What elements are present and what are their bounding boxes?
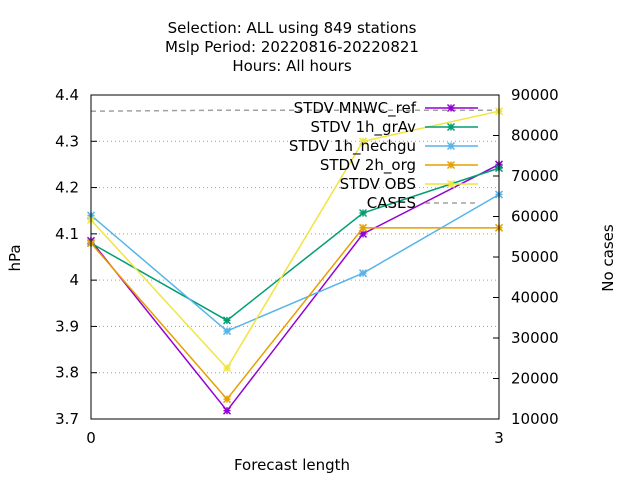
x-tick-label: 3	[494, 429, 504, 447]
legend-label: STDV MNWC_ref	[294, 99, 417, 118]
legend-label: STDV OBS	[340, 175, 416, 193]
data-point	[446, 179, 456, 189]
series-line-1	[90, 167, 500, 322]
data-point	[222, 327, 232, 336]
data-point	[358, 223, 368, 232]
y2-axis-ticks: 10000 20000 30000 40000 50000 60000 70000 80000…	[493, 86, 559, 428]
data-point	[222, 395, 232, 404]
y-tick-label: 4.3	[55, 132, 79, 150]
x-axis-label: Forecast length	[234, 456, 350, 474]
legend-label: STDV 1h_nechgu	[289, 137, 416, 156]
series-line-0	[90, 163, 500, 412]
data-point	[446, 160, 456, 170]
series-line-4	[90, 110, 500, 370]
legend-label: STDV 1h_grAv	[311, 118, 417, 137]
legend-label: STDV 2h_org	[320, 156, 416, 175]
data-point	[222, 364, 232, 373]
data-point	[446, 103, 456, 113]
y-tick-label: 4.1	[55, 225, 79, 243]
series-line-2	[90, 193, 500, 332]
y-axis-label: hPa	[6, 244, 24, 271]
grid-lines	[91, 140, 499, 374]
y-tick-label: 4.2	[55, 179, 79, 197]
data-point	[358, 208, 368, 218]
y2-tick-label: 60000	[511, 208, 559, 226]
y-tick-label: 3.7	[55, 410, 79, 428]
data-point	[222, 316, 232, 325]
y2-tick-label: 50000	[511, 248, 559, 266]
y2-tick-label: 70000	[511, 167, 559, 185]
title-line: Selection: ALL using 849 stations	[168, 19, 417, 37]
title-line: Mslp Period: 20220816-20220821	[165, 38, 419, 56]
series-line-3	[90, 227, 499, 401]
y-axis-ticks: 3.7 3.8 3.9 4 4.1 4.2 4.3 4.4	[55, 86, 97, 428]
y2-axis-label: No cases	[599, 224, 617, 292]
y-tick-label: 3.9	[55, 317, 79, 335]
title-line: Hours: All hours	[232, 57, 351, 75]
y2-tick-label: 80000	[511, 127, 559, 145]
legend-item: STDV 1h_grAv	[311, 118, 478, 137]
data-point	[446, 141, 456, 151]
data-point	[222, 406, 232, 415]
legend-item: STDV OBS	[340, 175, 478, 193]
data-point	[446, 122, 456, 132]
y2-tick-label: 10000	[511, 410, 559, 428]
y-tick-label: 3.8	[55, 364, 79, 382]
data-point	[358, 137, 368, 146]
y2-tick-label: 20000	[511, 370, 559, 388]
y2-tick-label: 30000	[511, 329, 559, 347]
y-tick-label: 4	[69, 271, 79, 289]
y2-tick-label: 90000	[511, 86, 559, 104]
data-point	[358, 269, 368, 278]
y-tick-label: 4.4	[55, 86, 79, 104]
legend-item: CASES	[367, 194, 478, 212]
y2-tick-label: 40000	[511, 289, 559, 307]
legend-item: STDV 1h_nechgu	[289, 137, 478, 156]
legend-label: CASES	[367, 194, 416, 212]
legend-item: STDV 2h_org	[320, 156, 478, 175]
legend-item: STDV MNWC_ref	[294, 99, 478, 118]
x-tick-label: 0	[86, 429, 96, 447]
